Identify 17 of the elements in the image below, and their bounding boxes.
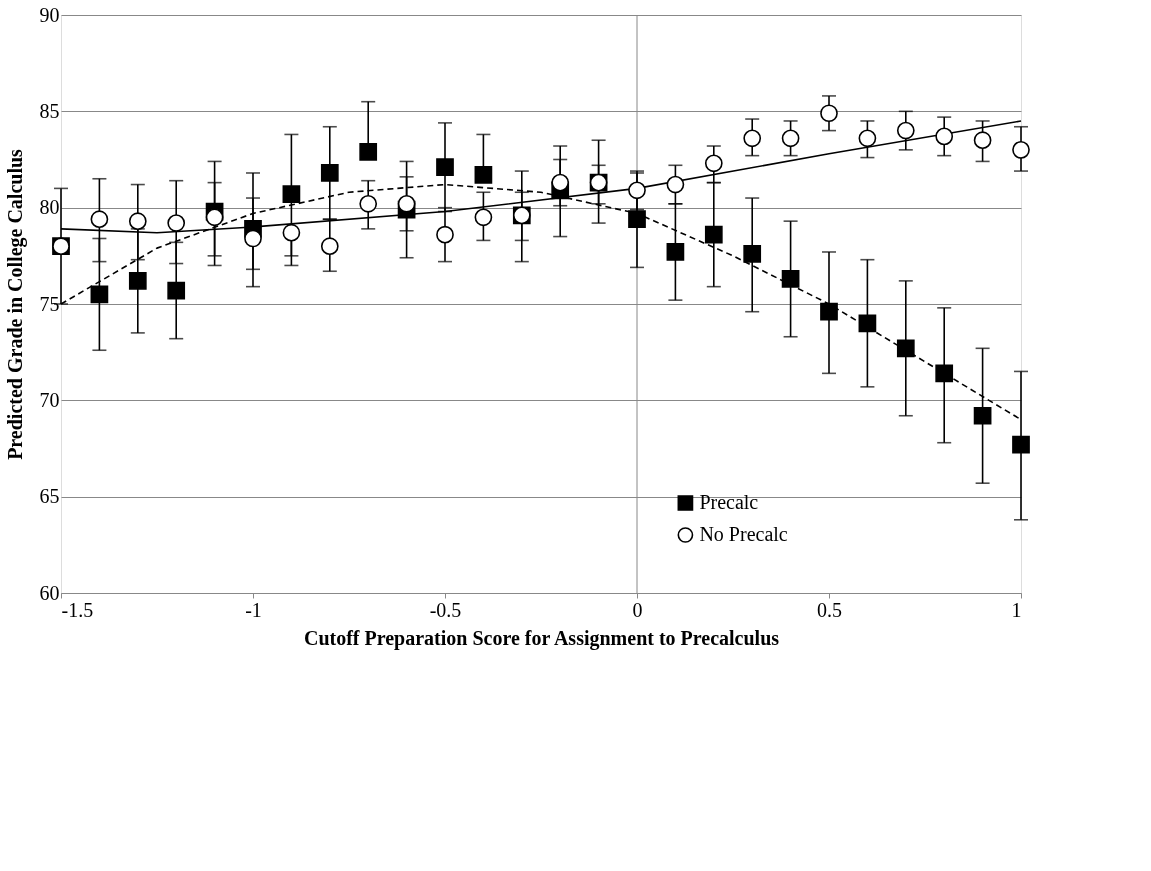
legend-label: No Precalc [699, 523, 788, 545]
x-tick-label: 0 [632, 598, 643, 621]
x-tick-label: -1 [245, 598, 262, 621]
y-tick-label: 85 [39, 99, 60, 122]
x-tick-label: -1.5 [61, 598, 94, 621]
y-tick-label: 65 [39, 485, 60, 508]
y-tick-label: 70 [39, 388, 60, 411]
y-tick-label: 80 [39, 196, 60, 219]
y-tick-label: 75 [39, 292, 60, 315]
x-axis-title: Cutoff Preparation Score for Assignment to Precalculus [303, 626, 780, 650]
legend-label: Precalc [699, 491, 759, 513]
y-tick-label: 90 [39, 3, 60, 26]
x-tick-label: 1 [1011, 598, 1022, 621]
y-tick-label: 60 [39, 581, 60, 604]
x-tick-label: 0.5 [817, 598, 842, 621]
y-axis-title: Predicted Grade in College Calculus [3, 148, 27, 460]
x-tick-label: -0.5 [429, 598, 462, 621]
